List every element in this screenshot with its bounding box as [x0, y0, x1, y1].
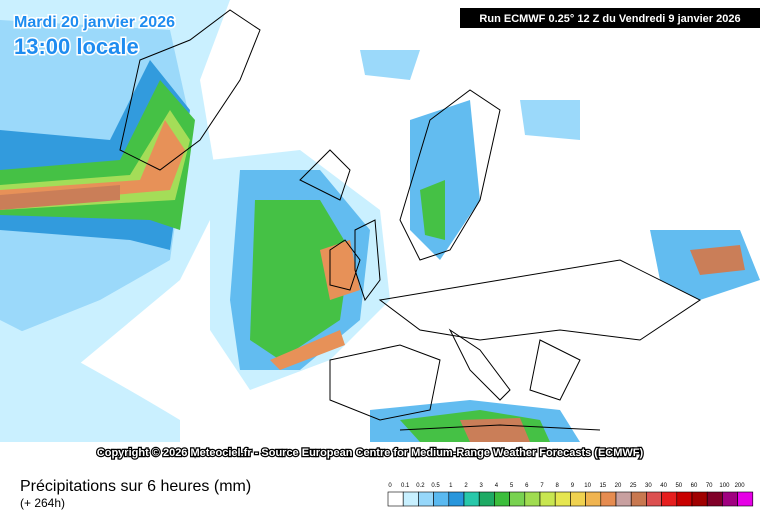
legend-swatch	[600, 491, 617, 507]
legend-swatch	[722, 491, 738, 507]
legend-label: 30	[645, 483, 652, 489]
copyright: Copyright © 2026 Meteociel.fr - Source E…	[97, 447, 644, 459]
legend-swatch	[509, 491, 526, 507]
legend-label: 4	[495, 483, 499, 489]
coastlines	[119, 9, 701, 431]
legend-swatch	[630, 491, 647, 507]
legend-label: 50	[675, 483, 682, 489]
legend-label: 0.1	[401, 483, 410, 489]
legend-label: 60	[691, 483, 698, 489]
legend-label: 0.5	[431, 483, 440, 489]
legend-label: 5	[510, 483, 514, 489]
legend-swatch	[418, 491, 434, 507]
legend-swatch	[737, 491, 754, 507]
legend-swatch	[494, 491, 510, 507]
legend-label: 100	[719, 483, 730, 489]
legend-swatch	[539, 491, 556, 507]
legend-label: 20	[615, 483, 622, 489]
legend-label: 6	[525, 483, 529, 489]
legend-swatch	[524, 491, 541, 507]
run-box	[460, 8, 760, 28]
legend-label: 1	[449, 483, 453, 489]
legend-swatch	[706, 491, 723, 507]
legend-swatch	[402, 491, 419, 507]
run-info: Run ECMWF 0.25° 12 Z du Vendredi 9 janvi…	[479, 13, 740, 25]
legend-label: 10	[584, 483, 591, 489]
legend-swatch	[646, 491, 662, 507]
legend-label: 40	[660, 483, 667, 489]
legend-swatch	[676, 491, 693, 507]
legend-swatch	[585, 491, 602, 507]
legend-label: 15	[599, 483, 606, 489]
map: Mardi 20 janvier 2026 13:00 locale Run E…	[0, 0, 760, 461]
forecast-date: Mardi 20 janvier 2026	[14, 14, 175, 31]
product-title: Précipitations sur 6 heures (mm)	[20, 478, 251, 495]
forecast-time: 13:00 locale	[14, 34, 139, 59]
legend-label: 200	[735, 483, 746, 489]
precipitation	[0, 0, 760, 442]
legend-swatch	[570, 491, 586, 507]
legend-label: 7	[540, 483, 544, 489]
legend-swatch	[661, 491, 678, 507]
legend-label: 8	[556, 483, 560, 489]
legend: 0 0.1 0.2 0.5 1 2 3 4 5 6 7 8 9 10 15 20 25 30 40 50 60 70 100…	[387, 483, 754, 507]
lead-time: (+ 264h)	[20, 496, 65, 510]
legend-swatch	[433, 491, 450, 507]
legend-swatch	[478, 491, 495, 507]
legend-label: 0.2	[416, 483, 425, 489]
legend-label: 9	[571, 483, 575, 489]
legend-label: 70	[706, 483, 713, 489]
legend-label: 0	[388, 483, 392, 489]
legend-swatch	[448, 491, 465, 507]
legend-swatch	[554, 491, 571, 507]
legend-swatch	[691, 491, 708, 507]
legend-swatch	[387, 491, 404, 507]
legend-label: 3	[480, 483, 484, 489]
legend-label: 25	[630, 483, 637, 489]
legend-swatch	[615, 491, 632, 507]
legend-swatch	[463, 491, 480, 507]
legend-label: 2	[464, 483, 468, 489]
